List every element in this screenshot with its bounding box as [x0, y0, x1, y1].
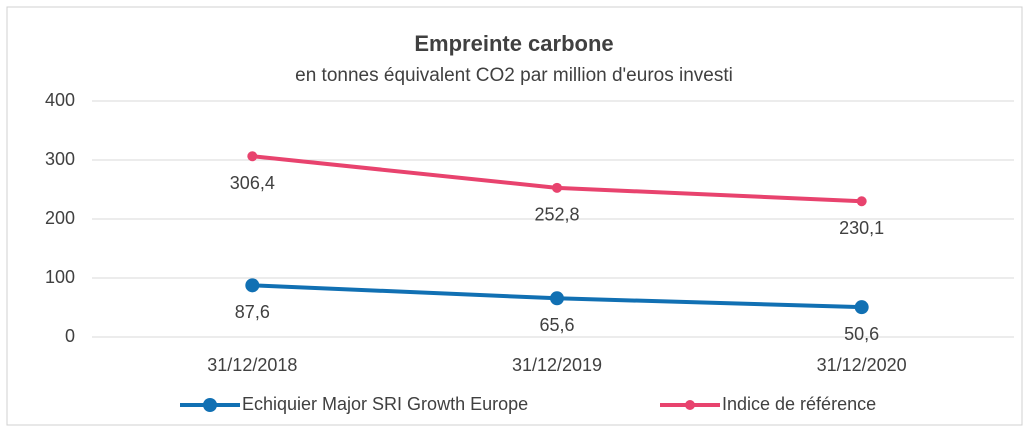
y-tick-label: 0: [65, 326, 75, 346]
value-label: 50,6: [844, 324, 879, 344]
chart-border: [6, 6, 1023, 426]
point: [247, 151, 258, 162]
legend-label: Indice de référence: [722, 394, 876, 414]
x-tick-label: 31/12/2018: [207, 355, 297, 375]
value-label: 230,1: [839, 218, 884, 238]
value-label: 87,6: [235, 302, 270, 322]
value-label: 306,4: [230, 173, 275, 193]
point: [550, 291, 564, 306]
point: [856, 196, 867, 207]
y-tick-label: 200: [45, 208, 75, 228]
point: [854, 300, 869, 315]
x-tick-label: 31/12/2019: [512, 355, 602, 375]
y-tick-label: 100: [45, 267, 75, 287]
chart-title: Empreinte carbone: [414, 31, 613, 56]
point: [552, 182, 562, 193]
legend-label: Echiquier Major SRI Growth Europe: [242, 394, 528, 414]
y-tick-label: 400: [45, 90, 75, 110]
legend-marker: [685, 400, 695, 410]
y-tick-label: 300: [45, 149, 75, 169]
chart-subtitle: en tonnes équivalent CO2 par million d'e…: [295, 65, 733, 86]
value-label: 65,6: [539, 315, 574, 335]
x-tick-label: 31/12/2020: [817, 355, 907, 375]
legend-marker: [203, 398, 217, 412]
value-label: 252,8: [534, 205, 579, 225]
point: [245, 278, 260, 293]
